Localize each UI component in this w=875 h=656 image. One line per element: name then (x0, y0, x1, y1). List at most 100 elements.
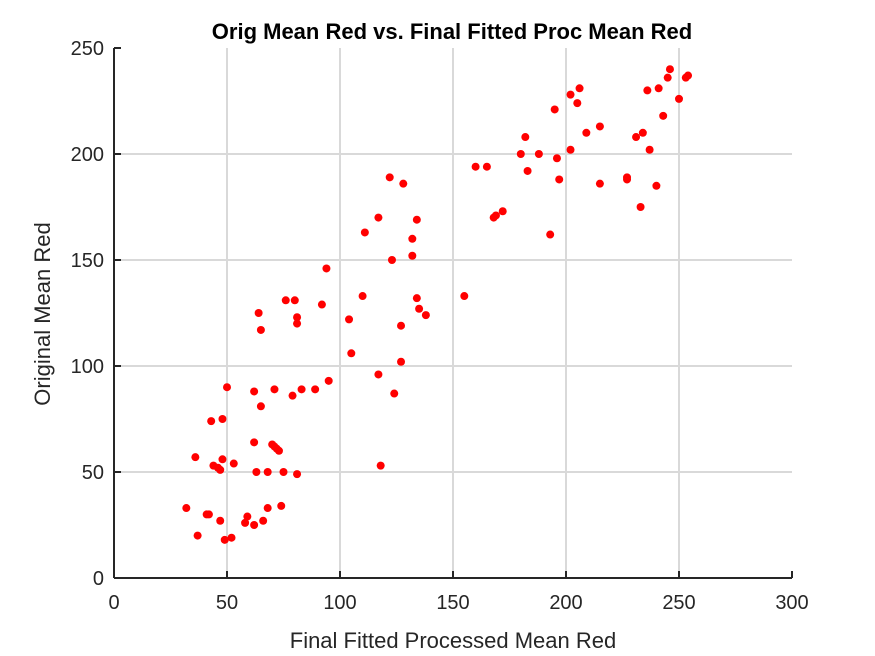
data-point (643, 86, 652, 95)
data-point (397, 321, 406, 330)
data-point (460, 292, 469, 301)
x-tick-label: 200 (549, 592, 582, 614)
data-point (675, 94, 683, 103)
data-point (256, 325, 265, 334)
data-point (223, 383, 231, 392)
data-point (632, 133, 641, 142)
data-point (207, 417, 216, 426)
data-point (390, 389, 399, 398)
axes (113, 47, 793, 579)
data-point (534, 150, 543, 158)
data-point (412, 294, 421, 303)
data-point (421, 311, 430, 320)
data-point (311, 385, 320, 394)
x-axis-label: Final Fitted Processed Mean Red (290, 628, 617, 653)
chart-title: Orig Mean Red vs. Final Fitted Proc Mean… (212, 19, 692, 44)
data-point (654, 84, 663, 93)
data-point (555, 175, 564, 184)
grid-lines (114, 48, 792, 578)
data-point (623, 173, 632, 182)
data-point (288, 391, 297, 400)
data-point (385, 173, 394, 182)
data-point (566, 145, 575, 154)
data-points (182, 65, 693, 544)
data-point (252, 468, 261, 476)
data-point (358, 292, 367, 301)
data-point (241, 518, 250, 527)
x-tick-label: 100 (323, 592, 356, 614)
data-point (279, 468, 288, 476)
data-point (254, 309, 263, 317)
y-tick-label: 50 (82, 462, 104, 484)
data-point (412, 215, 421, 224)
data-point (408, 251, 417, 260)
data-point (498, 207, 507, 216)
data-point (216, 516, 225, 525)
data-point (322, 264, 331, 273)
data-point (347, 349, 356, 358)
data-point (297, 385, 306, 394)
x-tick-label: 150 (436, 592, 469, 614)
data-point (387, 256, 396, 264)
data-point (250, 438, 259, 447)
data-point (229, 459, 238, 468)
data-point (652, 181, 661, 190)
data-point (220, 535, 229, 544)
data-point (360, 228, 369, 237)
data-point (636, 203, 645, 211)
y-tick-label: 250 (71, 38, 104, 60)
data-point (281, 296, 290, 305)
data-point (250, 387, 259, 396)
data-point (595, 122, 604, 131)
data-point (182, 504, 191, 513)
y-tick-label: 0 (93, 568, 104, 590)
data-point (645, 145, 654, 154)
data-point (293, 313, 302, 322)
data-point (216, 465, 225, 474)
x-tick-label: 300 (775, 592, 808, 614)
data-point (274, 446, 283, 455)
data-point (259, 516, 268, 525)
data-point (566, 90, 575, 99)
data-point (277, 501, 286, 510)
data-point (256, 402, 265, 411)
data-point (521, 133, 530, 142)
data-point (638, 128, 647, 137)
data-point (575, 84, 584, 93)
data-point (227, 533, 236, 542)
y-tick-label: 200 (71, 144, 104, 166)
data-point (191, 453, 200, 462)
data-point (482, 162, 491, 171)
data-point (374, 213, 383, 222)
data-point (193, 531, 202, 540)
data-point (270, 385, 279, 394)
data-point (684, 71, 693, 80)
data-point (546, 230, 555, 239)
data-point (595, 179, 604, 188)
data-point (491, 211, 500, 220)
data-point (665, 65, 674, 74)
data-point (582, 128, 591, 137)
data-point (399, 179, 408, 188)
data-point (471, 162, 480, 171)
data-point (550, 105, 559, 114)
data-point (263, 504, 272, 513)
data-point (293, 470, 302, 479)
data-point (218, 415, 227, 423)
data-point (408, 234, 417, 243)
data-point (573, 99, 582, 108)
data-point (290, 296, 299, 305)
data-point (243, 512, 252, 521)
data-point (659, 111, 668, 120)
data-point (552, 154, 561, 163)
data-point (415, 304, 424, 313)
data-point (516, 150, 525, 158)
data-point (345, 315, 354, 324)
data-point (523, 166, 532, 175)
data-point (218, 455, 227, 464)
x-tick-label: 0 (108, 592, 119, 614)
data-point (374, 370, 383, 379)
data-point (204, 510, 213, 519)
data-point (293, 319, 302, 328)
